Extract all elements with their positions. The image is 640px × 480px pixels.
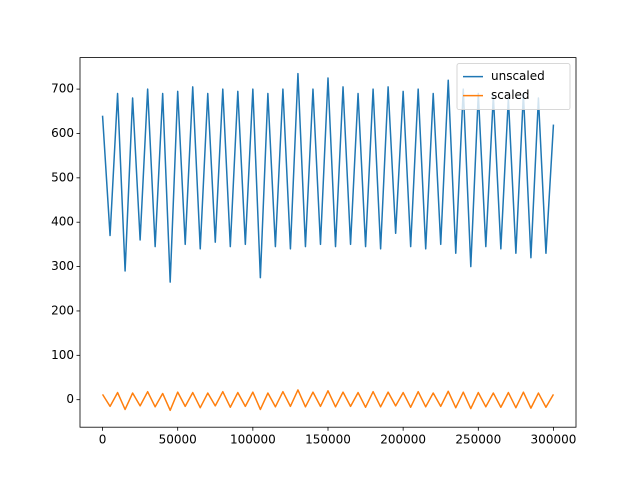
x-tick-label: 0 bbox=[99, 433, 107, 447]
legend-label: unscaled bbox=[491, 69, 545, 83]
y-tick-label: 500 bbox=[51, 170, 74, 184]
series-line bbox=[101, 389, 555, 412]
y-tick-label: 200 bbox=[51, 303, 74, 317]
x-tick-label: 100000 bbox=[230, 433, 276, 447]
x-tick-label: 50000 bbox=[159, 433, 197, 447]
x-tick-label: 250000 bbox=[455, 433, 501, 447]
y-tick-label: 700 bbox=[51, 82, 74, 96]
x-tick-label: 300000 bbox=[531, 433, 577, 447]
y-tick-label: 100 bbox=[51, 348, 74, 362]
legend-label: scaled bbox=[491, 88, 530, 102]
y-tick-label: 600 bbox=[51, 126, 74, 140]
x-tick-label: 150000 bbox=[305, 433, 351, 447]
y-tick-label: 0 bbox=[66, 392, 74, 406]
y-tick-label: 300 bbox=[51, 259, 74, 273]
legend-box bbox=[456, 63, 571, 110]
plot-area bbox=[101, 72, 555, 412]
y-tick-label: 400 bbox=[51, 215, 74, 229]
x-tick-label: 200000 bbox=[380, 433, 426, 447]
